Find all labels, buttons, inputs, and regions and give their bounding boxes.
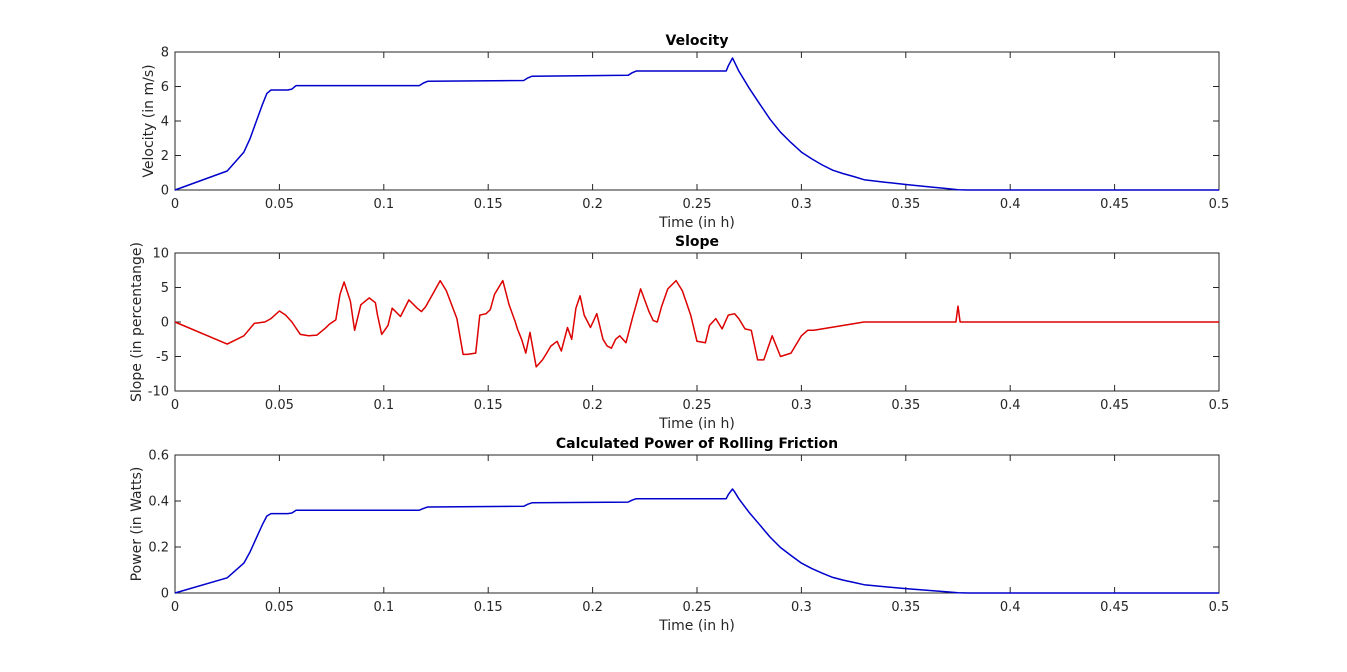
x-tick-label: 0 (171, 197, 179, 212)
x-tick-label: 0 (171, 398, 179, 413)
x-tick-label: 0.45 (1100, 197, 1129, 212)
subplot-1: 0 0.05 0.1 0.15 0.2 0.25 0.3 0.35 0.4 0.45 0.5 0 2 4 6… (141, 33, 1229, 231)
chart-title: Calculated Power of Rolling Friction (556, 436, 838, 452)
y-axis-label: Power (in Watts) (129, 467, 145, 582)
x-tick-label: 0.2 (582, 197, 603, 212)
x-tick-label: 0.4 (1000, 398, 1021, 413)
x-tick-label: 0.4 (1000, 600, 1021, 615)
x-tick-label: 0.5 (1209, 398, 1230, 413)
x-axis-label: Time (in h) (658, 618, 735, 634)
y-tick-label: 8 (161, 46, 169, 61)
x-tick-label: 0.35 (891, 398, 920, 413)
subplot-2: 0 0.05 0.1 0.15 0.2 0.25 0.3 0.35 0.4 0.45 0.5 -10 -… (129, 234, 1229, 432)
y-tick-label: 10 (152, 247, 169, 262)
x-tick-label: 0.1 (373, 600, 394, 615)
y-tick-label: 0.4 (148, 495, 169, 510)
series-line-1 (174, 279, 1219, 368)
x-tick-label: 0.15 (474, 398, 503, 413)
x-tick-label: 0 (171, 600, 179, 615)
x-tick-label: 0.05 (265, 600, 294, 615)
x-tick-label: 0.4 (1000, 197, 1021, 212)
x-tick-label: 0.45 (1100, 398, 1129, 413)
y-axis-label: Slope (in percentange) (129, 242, 145, 402)
y-tick-label: 6 (161, 80, 169, 95)
y-tick-label: 4 (161, 115, 169, 130)
subplot-3: 0 0.05 0.1 0.15 0.2 0.25 0.3 0.35 0.4 0.45 0.5 0 0.2… (129, 436, 1229, 634)
y-axis-label: Velocity (in m/s) (141, 64, 157, 177)
x-tick-label: 0.25 (683, 197, 712, 212)
series-line-1 (174, 488, 1219, 594)
x-tick-label: 0.35 (891, 197, 920, 212)
chart-title: Velocity (666, 33, 729, 49)
x-tick-label: 0.2 (582, 398, 603, 413)
x-tick-label: 0.05 (265, 197, 294, 212)
x-axis-label: Time (in h) (658, 215, 735, 231)
axes-box (174, 454, 1220, 594)
x-tick-label: 0.1 (373, 197, 394, 212)
x-tick-label: 0.25 (683, 600, 712, 615)
x-tick-label: 0.05 (265, 398, 294, 413)
axes-box (174, 51, 1220, 191)
x-tick-label: 0.5 (1209, 197, 1230, 212)
x-tick-label: 0.5 (1209, 600, 1230, 615)
x-tick-label: 0.3 (791, 600, 812, 615)
y-tick-label: -10 (148, 385, 169, 400)
x-tick-label: 0.15 (474, 197, 503, 212)
y-tick-label: 0.2 (148, 541, 169, 556)
y-tick-label: 5 (161, 281, 169, 296)
y-tick-label: 0 (161, 184, 169, 199)
y-tick-label: 2 (161, 149, 169, 164)
x-tick-label: 0.25 (683, 398, 712, 413)
x-tick-label: 0.3 (791, 398, 812, 413)
series-line-1 (174, 57, 1219, 191)
chart-title: Slope (675, 234, 719, 250)
x-tick-label: 0.15 (474, 600, 503, 615)
x-tick-label: 0.35 (891, 600, 920, 615)
x-tick-label: 0.45 (1100, 600, 1129, 615)
y-tick-label: 0 (161, 316, 169, 331)
x-tick-label: 0.2 (582, 600, 603, 615)
x-axis-label: Time (in h) (658, 416, 735, 432)
y-tick-label: 0 (161, 587, 169, 602)
y-tick-label: 0.6 (148, 449, 169, 464)
x-tick-label: 0.3 (791, 197, 812, 212)
x-tick-label: 0.1 (373, 398, 394, 413)
y-tick-label: -5 (156, 350, 169, 365)
